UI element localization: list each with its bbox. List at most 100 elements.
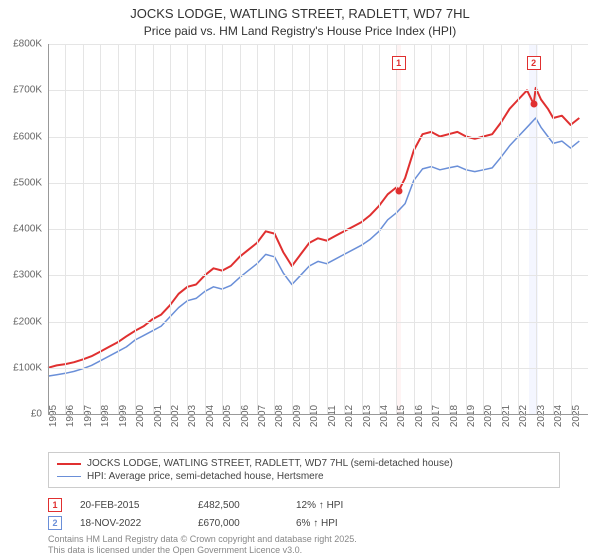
gridline — [274, 44, 275, 414]
x-axis-label: 2020 — [483, 405, 494, 427]
legend-label: HPI: Average price, semi-detached house,… — [87, 471, 324, 482]
x-axis-label: 2007 — [257, 405, 268, 427]
x-axis-label: 2015 — [396, 405, 407, 427]
y-axis-label: £400K — [2, 224, 42, 235]
x-axis-label: 2003 — [187, 405, 198, 427]
sale-date: 18-NOV-2022 — [80, 518, 180, 529]
gridline — [518, 44, 519, 414]
legend-swatch — [57, 476, 81, 478]
x-axis-label: 2024 — [553, 405, 564, 427]
gridline — [292, 44, 293, 414]
x-axis-label: 2000 — [135, 405, 146, 427]
gridline — [483, 44, 484, 414]
x-axis-label: 2022 — [518, 405, 529, 427]
footnote: Contains HM Land Registry data © Crown c… — [48, 534, 357, 556]
gridline — [240, 44, 241, 414]
x-axis-label: 2010 — [309, 405, 320, 427]
gridline — [205, 44, 206, 414]
x-axis-label: 2004 — [205, 405, 216, 427]
sale-marker: 2 — [527, 56, 541, 70]
x-axis-label: 1995 — [48, 405, 59, 427]
gridline — [153, 44, 154, 414]
legend-item-hpi: HPI: Average price, semi-detached house,… — [57, 470, 551, 483]
y-axis-label: £600K — [2, 131, 42, 142]
footnote-line: This data is licensed under the Open Gov… — [48, 545, 357, 556]
gridline — [309, 44, 310, 414]
gridline — [135, 44, 136, 414]
gridline — [362, 44, 363, 414]
gridline — [257, 44, 258, 414]
x-axis-label: 2025 — [571, 405, 582, 427]
gridline — [431, 44, 432, 414]
gridline — [48, 137, 588, 138]
x-axis-label: 2002 — [170, 405, 181, 427]
gridline — [379, 44, 380, 414]
legend-swatch — [57, 463, 81, 465]
legend: JOCKS LODGE, WATLING STREET, RADLETT, WD… — [48, 452, 560, 488]
gridline — [344, 44, 345, 414]
x-axis-label: 2001 — [153, 405, 164, 427]
legend-label: JOCKS LODGE, WATLING STREET, RADLETT, WD… — [87, 458, 453, 469]
sale-dot — [395, 187, 402, 194]
gridline — [170, 44, 171, 414]
series-line-hpi — [48, 118, 579, 376]
x-axis-label: 2021 — [501, 405, 512, 427]
gridline — [48, 368, 588, 369]
gridline — [501, 44, 502, 414]
gridline — [48, 183, 588, 184]
gridline — [83, 44, 84, 414]
gridline — [48, 90, 588, 91]
x-axis-label: 2006 — [240, 405, 251, 427]
sale-row: 2 18-NOV-2022 £670,000 6% ↑ HPI — [48, 514, 376, 532]
sale-marker: 1 — [392, 56, 406, 70]
x-axis-label: 2005 — [222, 405, 233, 427]
x-axis-label: 1999 — [118, 405, 129, 427]
footnote-line: Contains HM Land Registry data © Crown c… — [48, 534, 357, 545]
gridline — [466, 44, 467, 414]
x-axis-label: 2012 — [344, 405, 355, 427]
sales-table: 1 20-FEB-2015 £482,500 12% ↑ HPI 2 18-NOV-202… — [48, 496, 376, 532]
gridline — [118, 44, 119, 414]
x-axis-label: 2016 — [414, 405, 425, 427]
x-axis-label: 2011 — [327, 405, 338, 427]
y-axis-label: £0 — [2, 409, 42, 420]
y-axis — [48, 44, 49, 414]
sale-price: £670,000 — [198, 518, 278, 529]
y-axis-label: £500K — [2, 177, 42, 188]
gridline — [100, 44, 101, 414]
sale-dot — [530, 101, 537, 108]
chart-container: JOCKS LODGE, WATLING STREET, RADLETT, WD… — [0, 0, 600, 560]
y-axis-label: £200K — [2, 316, 42, 327]
sale-price: £482,500 — [198, 500, 278, 511]
gridline — [327, 44, 328, 414]
gridline — [414, 44, 415, 414]
gridline — [48, 44, 588, 45]
x-axis-label: 1997 — [83, 405, 94, 427]
x-axis — [48, 414, 588, 415]
y-axis-label: £100K — [2, 362, 42, 373]
y-axis-label: £700K — [2, 85, 42, 96]
gridline — [449, 44, 450, 414]
series-line-property — [48, 88, 579, 368]
y-axis-label: £800K — [2, 39, 42, 50]
sale-date: 20-FEB-2015 — [80, 500, 180, 511]
x-axis-label: 1996 — [65, 405, 76, 427]
x-axis-label: 1998 — [100, 405, 111, 427]
x-axis-label: 2023 — [536, 405, 547, 427]
gridline — [222, 44, 223, 414]
sale-delta: 6% ↑ HPI — [296, 518, 376, 529]
chart-subtitle: Price paid vs. HM Land Registry's House … — [0, 22, 600, 38]
gridline — [65, 44, 66, 414]
sale-row-marker: 1 — [48, 498, 62, 512]
x-axis-label: 2014 — [379, 405, 390, 427]
gridline — [553, 44, 554, 414]
chart-title: JOCKS LODGE, WATLING STREET, RADLETT, WD… — [0, 0, 600, 22]
gridline — [396, 44, 397, 414]
x-axis-label: 2013 — [362, 405, 373, 427]
gridline — [48, 229, 588, 230]
x-axis-label: 2009 — [292, 405, 303, 427]
sale-row-marker: 2 — [48, 516, 62, 530]
legend-item-property: JOCKS LODGE, WATLING STREET, RADLETT, WD… — [57, 457, 551, 470]
sale-delta: 12% ↑ HPI — [296, 500, 376, 511]
y-axis-label: £300K — [2, 270, 42, 281]
